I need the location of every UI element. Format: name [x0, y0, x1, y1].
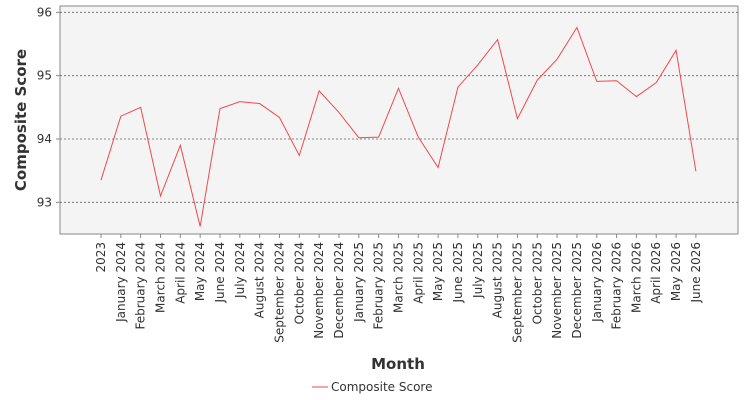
data-point: [258, 102, 261, 105]
x-tick-label: October 2025: [530, 242, 544, 324]
data-point: [694, 170, 697, 173]
data-point: [199, 225, 202, 228]
data-point: [337, 111, 340, 114]
data-point: [516, 117, 519, 120]
x-tick-label: January 2026: [590, 242, 604, 323]
x-tick-label: April 2024: [173, 242, 187, 304]
x-tick-label: November 2025: [550, 242, 564, 339]
x-tick-label: April 2025: [411, 242, 425, 304]
x-tick-label: March 2024: [153, 242, 167, 313]
data-point: [238, 100, 241, 103]
data-point: [377, 136, 380, 139]
data-point: [318, 89, 321, 92]
x-tick-label: 2023: [94, 242, 108, 273]
data-point: [278, 116, 281, 119]
x-axis-ticks: 2023 January 2024 February 2024 March 2024 A…: [94, 234, 703, 343]
y-axis-ticks: 93 94 95 96: [37, 5, 60, 209]
x-tick-label: March 2026: [629, 242, 643, 313]
x-tick-label: November 2024: [312, 242, 326, 339]
x-tick-label: December 2024: [332, 242, 346, 339]
data-point: [218, 107, 221, 110]
data-point: [595, 80, 598, 83]
y-tick-label: 93: [37, 195, 52, 209]
legend-label: Composite Score: [331, 380, 432, 394]
legend: Composite Score: [312, 380, 432, 394]
data-point: [456, 86, 459, 89]
series-layer: [100, 26, 697, 228]
x-tick-label: June 2026: [689, 242, 703, 304]
data-point: [556, 58, 559, 61]
plot-area: [59, 5, 739, 235]
data-point: [357, 136, 360, 139]
data-point: [159, 195, 162, 198]
data-point: [397, 87, 400, 90]
data-point: [575, 26, 578, 29]
data-point: [476, 63, 479, 66]
x-tick-label: May 2026: [669, 242, 683, 301]
x-tick-label: April 2026: [649, 242, 663, 304]
data-point: [139, 106, 142, 109]
data-point: [298, 154, 301, 157]
x-tick-label: October 2024: [292, 242, 306, 324]
data-point: [100, 179, 103, 182]
data-point: [675, 49, 678, 52]
y-tick-label: 96: [37, 5, 52, 19]
x-tick-label: July 2024: [233, 242, 247, 299]
x-axis-title: Month: [371, 355, 425, 373]
data-point: [655, 81, 658, 84]
x-tick-label: May 2025: [431, 242, 445, 301]
x-tick-label: August 2024: [253, 242, 267, 318]
data-point: [615, 79, 618, 82]
x-tick-label: September 2024: [272, 242, 286, 343]
x-tick-label: July 2025: [471, 242, 485, 299]
x-tick-label: March 2025: [391, 242, 405, 313]
x-tick-label: September 2025: [510, 242, 524, 343]
x-tick-label: February 2024: [134, 242, 148, 330]
data-point: [496, 38, 499, 41]
data-point: [119, 115, 122, 118]
data-point: [635, 95, 638, 98]
x-tick-label: June 2024: [213, 242, 227, 304]
x-tick-label: January 2024: [114, 242, 128, 323]
y-tick-label: 95: [37, 69, 52, 83]
data-point: [179, 144, 182, 147]
x-tick-label: June 2025: [451, 242, 465, 304]
data-point: [437, 166, 440, 169]
y-tick-label: 94: [37, 132, 52, 146]
x-tick-label: February 2025: [372, 242, 386, 330]
x-tick-label: February 2026: [610, 242, 624, 330]
series-line: [100, 26, 697, 227]
x-tick-label: May 2024: [193, 242, 207, 301]
data-point: [417, 136, 420, 139]
y-axis-title: Composite Score: [12, 49, 30, 191]
gridlines: [60, 11, 738, 203]
data-point: [536, 79, 539, 82]
x-tick-label: January 2025: [352, 242, 366, 323]
x-tick-label: August 2025: [491, 242, 505, 318]
x-tick-label: December 2025: [570, 242, 584, 339]
